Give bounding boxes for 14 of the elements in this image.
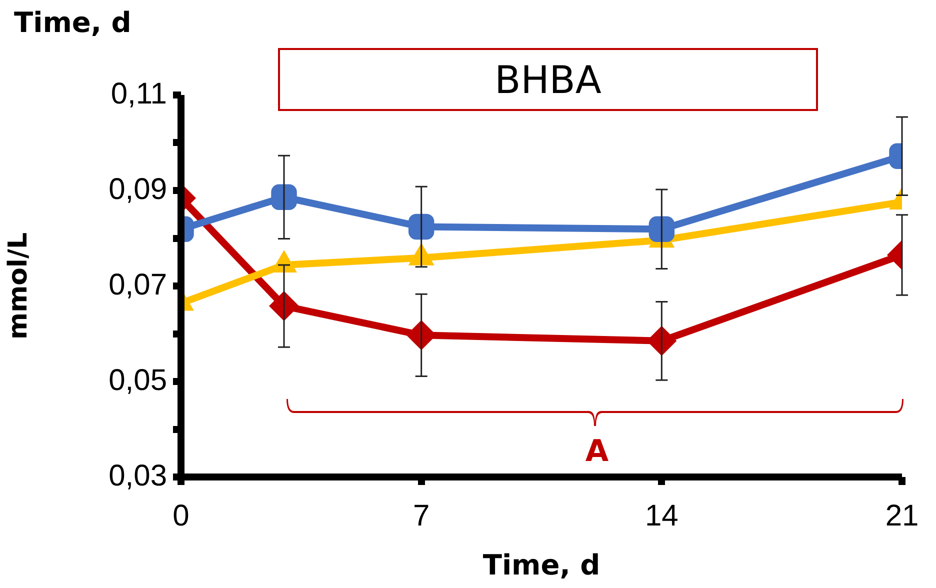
x-tick-label: 7 bbox=[412, 499, 430, 532]
annotation: A bbox=[584, 434, 610, 469]
x-tick-label: 21 bbox=[885, 499, 919, 532]
text: Time, d bbox=[14, 6, 132, 39]
y-tick-label: 0,03 bbox=[108, 459, 167, 492]
x-axis-title: Time, d bbox=[482, 548, 600, 582]
y-axis-title: mmol/L bbox=[3, 232, 34, 340]
chart-title: BHBA bbox=[278, 48, 818, 111]
y-tick-label: 0,11 bbox=[110, 77, 167, 110]
x-tick-label: 0 bbox=[172, 499, 190, 532]
y-tick-label: 0,07 bbox=[108, 268, 167, 302]
x-tick-label: 14 bbox=[644, 499, 678, 532]
y-tick-label: 0,05 bbox=[108, 364, 167, 397]
y-tick-label: 0,09 bbox=[108, 172, 167, 206]
